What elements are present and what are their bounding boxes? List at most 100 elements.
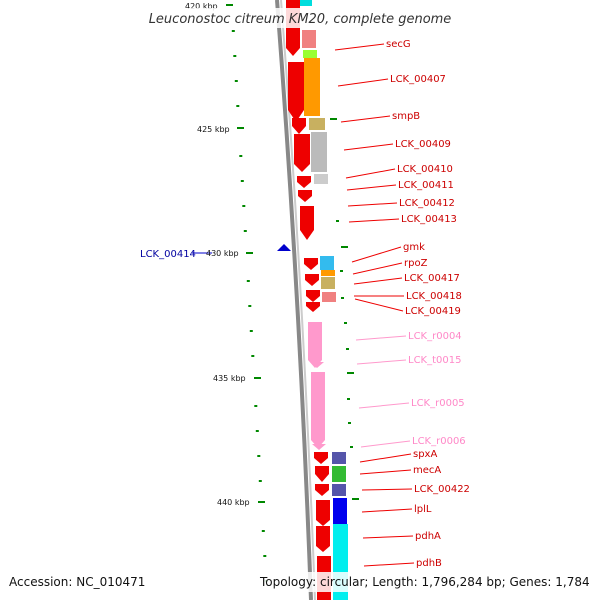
kbp-label: 420 kbp (185, 2, 218, 11)
cds-arrow (286, 48, 300, 56)
left-gene-arrow (277, 244, 291, 251)
strand-marker (336, 220, 339, 222)
gene-label-lck-00409[interactable]: LCK_00409 (395, 139, 451, 150)
cds-arrow (294, 164, 310, 172)
cds-arrow (314, 452, 328, 464)
rna-arrow (310, 362, 324, 368)
gene-label-lck-00413[interactable]: LCK_00413 (401, 214, 457, 225)
gene-connector (354, 298, 404, 312)
footer-background (0, 572, 600, 592)
gene-connector (363, 562, 415, 567)
cds-arrow (306, 302, 320, 312)
category-block (303, 50, 317, 58)
cds-arrow (316, 546, 330, 552)
minor-tick (261, 530, 265, 532)
gene-label-secg[interactable]: secG (386, 39, 411, 50)
rna-arrow (311, 372, 325, 448)
gene-connector (353, 277, 403, 285)
gene-connector (345, 168, 396, 179)
strand-marker (352, 498, 359, 500)
cds-arrow (305, 274, 319, 286)
category-block (320, 256, 334, 270)
cds-arrow (316, 520, 330, 526)
minor-tick (258, 480, 262, 482)
minor-tick (234, 80, 238, 82)
minor-tick (248, 305, 252, 307)
gene-label-lck-00410[interactable]: LCK_00410 (397, 164, 453, 175)
cds-arrow (306, 290, 320, 302)
cds-arrow (297, 176, 311, 188)
genome-backbone (275, 0, 313, 600)
category-block (332, 452, 346, 464)
gene-label-lck-00411[interactable]: LCK_00411 (398, 180, 454, 191)
cds-arrow (298, 190, 312, 202)
gene-label-lck-00407[interactable]: LCK_00407 (390, 74, 446, 85)
cds-arrow (292, 118, 306, 134)
minor-tick (249, 330, 253, 332)
minor-tick (239, 155, 243, 157)
gene-label-pdha[interactable]: pdhA (415, 531, 441, 542)
gene-label-lck-00419[interactable]: LCK_00419 (405, 306, 461, 317)
cds-arrow (315, 466, 329, 482)
category-block (321, 270, 335, 276)
minor-tick (257, 455, 261, 457)
cds-arrow (304, 258, 318, 270)
category-block (332, 466, 346, 482)
rna-arrow (312, 444, 326, 450)
gene-label-pdhb[interactable]: pdhB (416, 558, 442, 569)
cds-arrow (315, 484, 329, 496)
topology-text: Topology: circular; Length: 1,796,284 bp… (259, 575, 590, 589)
kbp-label: 425 kbp (197, 125, 230, 134)
kbp-label: 430 kbp (206, 249, 239, 258)
minor-tick (236, 105, 240, 107)
category-block (314, 174, 328, 184)
strand-marker (347, 372, 354, 374)
gene-label-spxa[interactable]: spxA (413, 449, 437, 460)
category-block (300, 0, 312, 6)
minor-tick (240, 180, 244, 182)
scale-ticks (226, 4, 265, 503)
strand-marker (341, 246, 348, 248)
gene-label-lck-00412[interactable]: LCK_00412 (399, 198, 455, 209)
strand-marker (346, 348, 349, 350)
kbp-label: 440 kbp (217, 498, 250, 507)
genome-backbone-highlight (280, 0, 316, 600)
cds-block (288, 62, 304, 110)
left-gene-label[interactable]: LCK_00414 (140, 249, 196, 260)
chart-title: Leuconostoc citreum KM20, complete genom… (149, 12, 452, 27)
minor-tick (255, 430, 259, 432)
gene-connector (351, 246, 402, 263)
gene-connector (359, 453, 412, 463)
gene-connector (359, 469, 412, 475)
gene-connector (360, 440, 411, 448)
gene-label-rpoz[interactable]: rpoZ (404, 258, 428, 269)
gene-connector (352, 262, 403, 275)
gene-connector (340, 115, 391, 123)
strand-marker (348, 422, 351, 424)
kbp-label: 435 kbp (213, 374, 246, 383)
gene-label-lck-00417[interactable]: LCK_00417 (404, 273, 460, 284)
gene-labels: secG LCK_00407 smpB LCK_00409 LCK_00410 LCK_0… (334, 39, 470, 569)
gene-label-lck-r0005[interactable]: LCK_r0005 (411, 398, 465, 409)
gene-connector (361, 508, 413, 513)
gene-label-lpll[interactable]: lplL (414, 504, 432, 515)
gene-label-lck-r0006[interactable]: LCK_r0006 (412, 436, 466, 447)
accession-text: Accession: NC_010471 (9, 575, 145, 589)
rna-track (308, 322, 326, 450)
gene-label-lck-00418[interactable]: LCK_00418 (406, 291, 462, 302)
gene-label-meca[interactable]: mecA (413, 465, 441, 476)
cds-arrow (300, 206, 314, 240)
gene-label-smpb[interactable]: smpB (392, 111, 420, 122)
gene-label-lck-00422[interactable]: LCK_00422 (414, 484, 470, 495)
gene-connector (334, 43, 385, 51)
minor-tick (246, 280, 250, 282)
category-block (311, 132, 327, 172)
cds-block (294, 134, 310, 164)
gene-label-lck-r0004[interactable]: LCK_r0004 (408, 331, 462, 342)
category-block (322, 292, 336, 302)
gene-label-lck-t0015[interactable]: LCK_t0015 (408, 355, 461, 366)
strand-marker (340, 270, 343, 272)
cds-arrow (288, 110, 304, 122)
gene-label-gmk[interactable]: gmk (403, 242, 425, 253)
category-block (321, 277, 335, 289)
